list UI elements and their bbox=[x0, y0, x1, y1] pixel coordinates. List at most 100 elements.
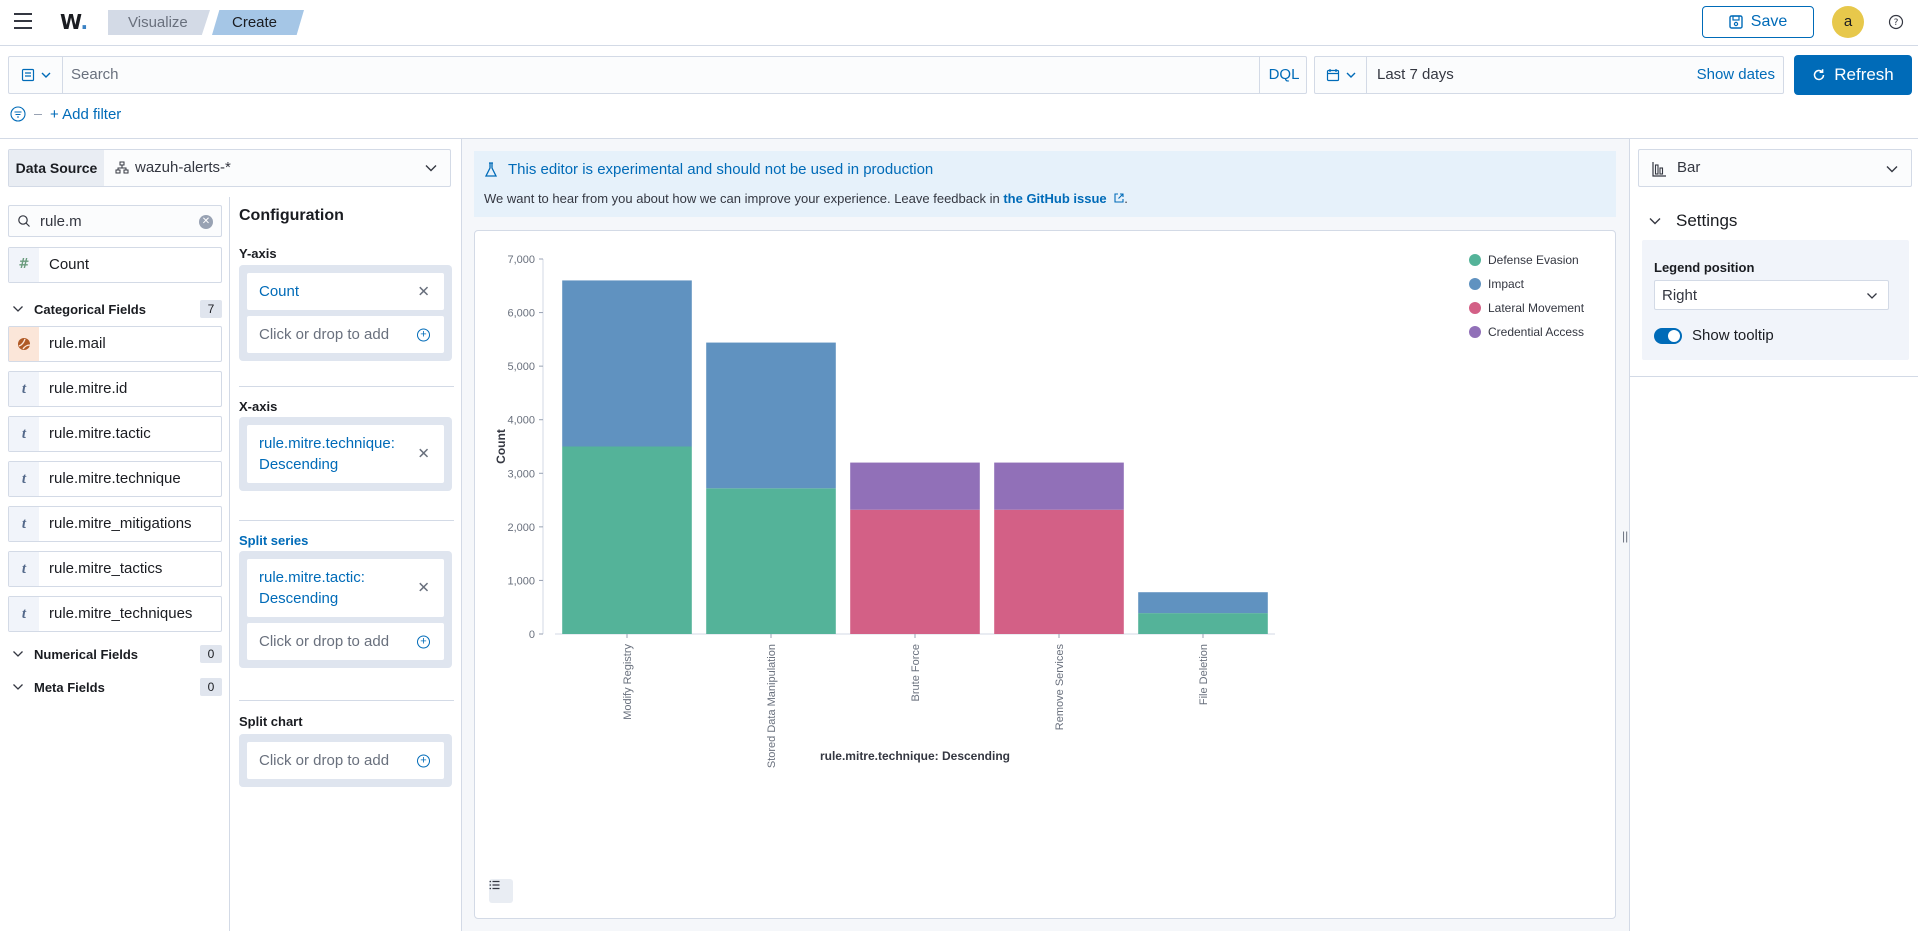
chevron-down-icon bbox=[1867, 293, 1877, 299]
bar-segment bbox=[994, 509, 1124, 634]
field-item-rule-mitre-tactic[interactable]: t rule.mitre.tactic bbox=[8, 416, 222, 452]
field-item-count[interactable]: # Count bbox=[8, 247, 222, 283]
field-item-rule-mitre-mitigations[interactable]: t rule.mitre_mitigations bbox=[8, 506, 222, 542]
clear-search-icon[interactable]: ✕ bbox=[199, 215, 213, 229]
refresh-label: Refresh bbox=[1834, 65, 1894, 84]
quick-menu-button[interactable] bbox=[1315, 57, 1367, 93]
menu-icon[interactable] bbox=[14, 13, 32, 29]
show-tooltip-toggle[interactable] bbox=[1654, 328, 1682, 344]
header-divider bbox=[0, 138, 1918, 139]
legend-position-select[interactable]: Right bbox=[1654, 280, 1889, 310]
string-type-icon: t bbox=[9, 507, 39, 541]
query-language-button[interactable]: DQL bbox=[1259, 57, 1308, 93]
right-panel: Bar Settings Legend position Right Show … bbox=[1629, 139, 1918, 931]
split-chart-add[interactable]: Click or drop to add + bbox=[247, 742, 444, 779]
saved-query-button[interactable] bbox=[9, 57, 63, 93]
chevron-down-icon bbox=[13, 684, 23, 690]
split-series-item[interactable]: rule.mitre.tactic: Descending ✕ bbox=[247, 559, 444, 617]
bar-segment bbox=[706, 342, 836, 489]
bar-segment bbox=[562, 280, 692, 447]
bar-segment bbox=[850, 462, 980, 510]
chart-card: 0 1,000 2,000 3,000 4,000 5,000 6,000 7,000 Coun… bbox=[474, 230, 1616, 919]
refresh-button[interactable]: Refresh bbox=[1794, 55, 1912, 95]
y-axis-item-label: Count bbox=[259, 283, 300, 300]
settings-panel: Legend position Right Show tooltip bbox=[1642, 240, 1909, 360]
field-search-input[interactable]: rule.m ✕ bbox=[8, 205, 222, 237]
calendar-icon bbox=[1326, 69, 1339, 82]
add-filter-button[interactable]: + Add filter bbox=[50, 105, 122, 123]
x-tick-label: File Deletion bbox=[1198, 644, 1210, 705]
legend-toggle-button[interactable] bbox=[489, 879, 513, 903]
numerical-fields-section[interactable]: Numerical Fields 0 bbox=[12, 644, 222, 664]
legend-label: Lateral Movement bbox=[1488, 301, 1585, 315]
data-source-label: Data Source bbox=[9, 150, 104, 186]
field-search-value: rule.m bbox=[40, 213, 82, 230]
meta-fields-section[interactable]: Meta Fields 0 bbox=[12, 677, 222, 697]
field-item-rule-mitre-techniques[interactable]: t rule.mitre_techniques bbox=[8, 596, 222, 632]
field-name: rule.mitre.technique bbox=[49, 470, 181, 487]
config-divider bbox=[239, 386, 454, 387]
field-item-rule-mitre-id[interactable]: t rule.mitre.id bbox=[8, 371, 222, 407]
data-source-value: wazuh-alerts-* bbox=[135, 159, 231, 176]
breadcrumb-create: Create bbox=[212, 10, 304, 35]
chart-type-select[interactable]: Bar bbox=[1638, 149, 1912, 187]
workspace-panel: This editor is experimental and should n… bbox=[462, 139, 1629, 931]
split-series-add[interactable]: Click or drop to add + bbox=[247, 623, 444, 660]
settings-accordion[interactable]: Settings bbox=[1648, 211, 1737, 231]
config-divider bbox=[239, 700, 454, 701]
user-avatar[interactable]: a bbox=[1832, 6, 1864, 38]
y-tick-label: 2,000 bbox=[507, 522, 535, 534]
section-title: Meta Fields bbox=[34, 679, 105, 695]
remove-icon[interactable]: ✕ bbox=[417, 579, 430, 597]
list-icon bbox=[489, 880, 500, 890]
x-axis-item[interactable]: rule.mitre.technique: Descending ✕ bbox=[247, 425, 444, 483]
field-item-rule-mitre-technique[interactable]: t rule.mitre.technique bbox=[8, 461, 222, 497]
date-picker: Last 7 days Show dates bbox=[1314, 56, 1784, 94]
save-button[interactable]: Save bbox=[1702, 6, 1814, 38]
legend-position-value: Right bbox=[1662, 287, 1698, 304]
legend-swatch bbox=[1469, 326, 1481, 338]
y-axis-dropbox: Count ✕ Click or drop to add + bbox=[239, 265, 452, 361]
show-dates-link[interactable]: Show dates bbox=[1696, 66, 1775, 83]
experimental-callout: This editor is experimental and should n… bbox=[474, 151, 1616, 217]
remove-icon[interactable]: ✕ bbox=[417, 283, 430, 300]
y-axis-item[interactable]: Count ✕ bbox=[247, 273, 444, 310]
add-label: Click or drop to add bbox=[259, 633, 390, 650]
legend-position-label: Legend position bbox=[1654, 260, 1755, 275]
split-series-label[interactable]: Split series bbox=[239, 533, 309, 548]
breadcrumb-visualize[interactable]: Visualize bbox=[108, 10, 210, 35]
categorical-fields-section[interactable]: Categorical Fields 7 bbox=[12, 299, 222, 319]
app-logo[interactable]: W. bbox=[60, 10, 89, 34]
field-item-rule-mail[interactable]: rule.mail bbox=[8, 326, 222, 362]
bar-segment bbox=[1138, 592, 1268, 614]
refresh-icon bbox=[1813, 69, 1825, 81]
field-item-rule-mitre-tactics[interactable]: t rule.mitre_tactics bbox=[8, 551, 222, 587]
data-source-select[interactable]: Data Source wazuh-alerts-* bbox=[8, 149, 451, 187]
number-type-icon: # bbox=[9, 248, 39, 282]
legend-swatch bbox=[1469, 302, 1481, 314]
callout-title-row: This editor is experimental and should n… bbox=[484, 161, 933, 178]
x-axis-label: X-axis bbox=[239, 399, 278, 414]
legend-label: Impact bbox=[1488, 277, 1525, 291]
remove-icon[interactable]: ✕ bbox=[417, 445, 430, 463]
field-name: rule.mail bbox=[49, 335, 106, 352]
panel-resize-handle[interactable]: || bbox=[1622, 529, 1629, 543]
search-input[interactable]: Search bbox=[71, 66, 119, 83]
y-axis-label: Y-axis bbox=[239, 246, 277, 261]
top-header: W. Visualize Create Save a ? bbox=[0, 0, 1918, 46]
split-chart-label: Split chart bbox=[239, 714, 303, 729]
y-tick-label: 3,000 bbox=[507, 468, 535, 480]
help-icon[interactable]: ? bbox=[1886, 12, 1906, 32]
add-icon: + bbox=[417, 635, 430, 648]
github-issue-link[interactable]: the GitHub issue bbox=[1003, 191, 1107, 206]
string-type-icon: t bbox=[9, 462, 39, 496]
x-axis-item-label: rule.mitre.technique: Descending bbox=[259, 435, 395, 473]
y-axis-add[interactable]: Click or drop to add + bbox=[247, 316, 444, 353]
field-name: rule.mitre_tactics bbox=[49, 560, 163, 577]
filter-icon[interactable] bbox=[10, 106, 26, 122]
count-badge: 7 bbox=[200, 300, 222, 318]
time-range[interactable]: Last 7 days bbox=[1377, 66, 1454, 83]
configuration-title: Configuration bbox=[239, 207, 344, 224]
x-tick-label: Brute Force bbox=[910, 644, 922, 701]
saved-query-icon bbox=[21, 68, 34, 82]
